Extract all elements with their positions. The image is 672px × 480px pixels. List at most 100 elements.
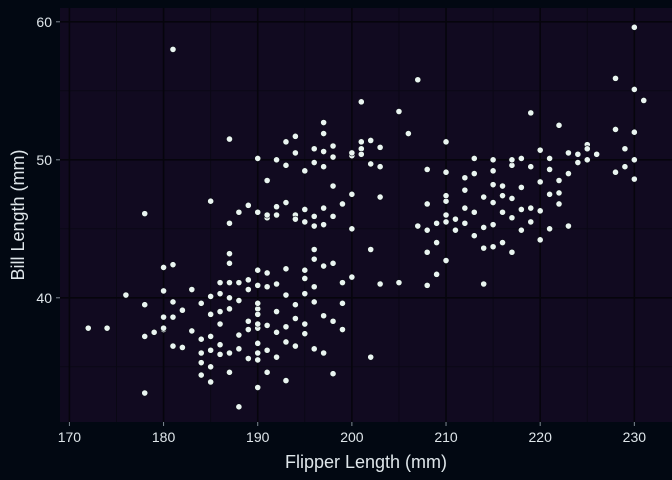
data-point bbox=[461, 219, 469, 227]
data-point bbox=[301, 167, 309, 175]
data-point bbox=[282, 377, 290, 384]
data-point bbox=[169, 46, 177, 53]
data-point bbox=[489, 156, 497, 164]
data-point bbox=[320, 163, 328, 171]
data-point bbox=[216, 308, 224, 315]
data-point bbox=[508, 195, 516, 202]
data-point bbox=[376, 163, 384, 171]
data-point bbox=[480, 193, 488, 201]
data-point bbox=[348, 225, 356, 233]
data-point bbox=[235, 297, 243, 304]
x-tick-label: 180 bbox=[152, 429, 176, 445]
data-point bbox=[273, 328, 280, 336]
data-point bbox=[546, 190, 553, 198]
data-point bbox=[291, 342, 299, 350]
data-point bbox=[339, 279, 346, 287]
data-point bbox=[583, 156, 591, 164]
data-point bbox=[517, 183, 525, 191]
data-point bbox=[273, 353, 280, 361]
data-point bbox=[320, 312, 328, 320]
data-point bbox=[536, 178, 544, 186]
data-point bbox=[207, 293, 215, 300]
data-point bbox=[348, 149, 356, 157]
data-point bbox=[207, 197, 215, 205]
data-point bbox=[536, 236, 544, 244]
data-point bbox=[565, 222, 572, 230]
data-point bbox=[565, 149, 572, 157]
data-point bbox=[301, 266, 309, 274]
data-point bbox=[254, 310, 262, 318]
data-point bbox=[207, 346, 215, 354]
data-point bbox=[555, 189, 563, 197]
data-point bbox=[339, 200, 346, 208]
data-point bbox=[470, 155, 478, 162]
y-tick-label: 50 bbox=[36, 152, 52, 168]
data-point bbox=[235, 331, 243, 339]
data-point bbox=[254, 281, 262, 289]
data-point bbox=[282, 161, 290, 169]
data-point bbox=[630, 156, 638, 164]
data-point bbox=[254, 339, 262, 347]
data-point bbox=[433, 219, 441, 227]
data-point bbox=[367, 353, 375, 361]
data-point bbox=[442, 218, 450, 226]
data-point bbox=[291, 215, 299, 223]
data-point bbox=[282, 323, 290, 331]
data-point bbox=[254, 299, 262, 307]
data-point bbox=[244, 317, 252, 325]
data-point bbox=[621, 145, 629, 153]
data-point bbox=[329, 370, 337, 378]
data-point bbox=[226, 219, 233, 227]
data-point bbox=[461, 204, 469, 212]
data-point bbox=[452, 215, 459, 223]
data-point bbox=[461, 174, 469, 182]
data-point bbox=[197, 359, 205, 367]
data-point bbox=[291, 315, 299, 322]
data-point bbox=[244, 326, 252, 333]
data-point bbox=[291, 149, 299, 157]
data-point bbox=[197, 335, 205, 343]
data-point bbox=[169, 313, 177, 321]
data-point bbox=[612, 168, 619, 176]
data-point bbox=[310, 212, 318, 220]
data-point bbox=[273, 280, 280, 288]
data-point bbox=[527, 163, 535, 171]
data-point bbox=[273, 211, 280, 219]
data-point bbox=[367, 137, 375, 144]
data-point bbox=[226, 368, 233, 376]
data-point bbox=[310, 222, 318, 230]
data-point bbox=[282, 291, 290, 299]
data-point bbox=[442, 257, 450, 264]
data-point bbox=[527, 109, 535, 117]
data-point bbox=[235, 279, 243, 287]
data-point bbox=[254, 320, 262, 328]
data-point bbox=[404, 130, 412, 137]
data-point bbox=[169, 298, 177, 306]
data-point bbox=[433, 270, 441, 278]
data-point bbox=[254, 384, 262, 391]
data-point bbox=[141, 389, 149, 397]
data-point bbox=[593, 150, 601, 158]
data-point bbox=[103, 324, 111, 332]
data-point bbox=[263, 368, 271, 376]
data-point bbox=[160, 313, 167, 321]
data-point bbox=[282, 138, 290, 146]
x-tick-label: 230 bbox=[623, 429, 647, 445]
data-point bbox=[301, 206, 309, 213]
data-point bbox=[527, 218, 535, 226]
x-axis-ticks: 170 180 190 200 210 220 230 bbox=[58, 422, 646, 445]
data-point bbox=[329, 317, 337, 325]
data-point bbox=[226, 259, 233, 267]
data-point bbox=[310, 298, 318, 306]
data-point bbox=[546, 225, 553, 233]
data-point bbox=[423, 200, 431, 208]
data-point bbox=[395, 279, 403, 287]
data-point bbox=[207, 363, 215, 371]
data-point bbox=[640, 97, 648, 104]
data-point bbox=[263, 283, 271, 291]
data-point bbox=[348, 273, 356, 281]
data-point bbox=[499, 208, 506, 216]
data-point bbox=[197, 371, 205, 379]
data-point bbox=[226, 250, 233, 258]
